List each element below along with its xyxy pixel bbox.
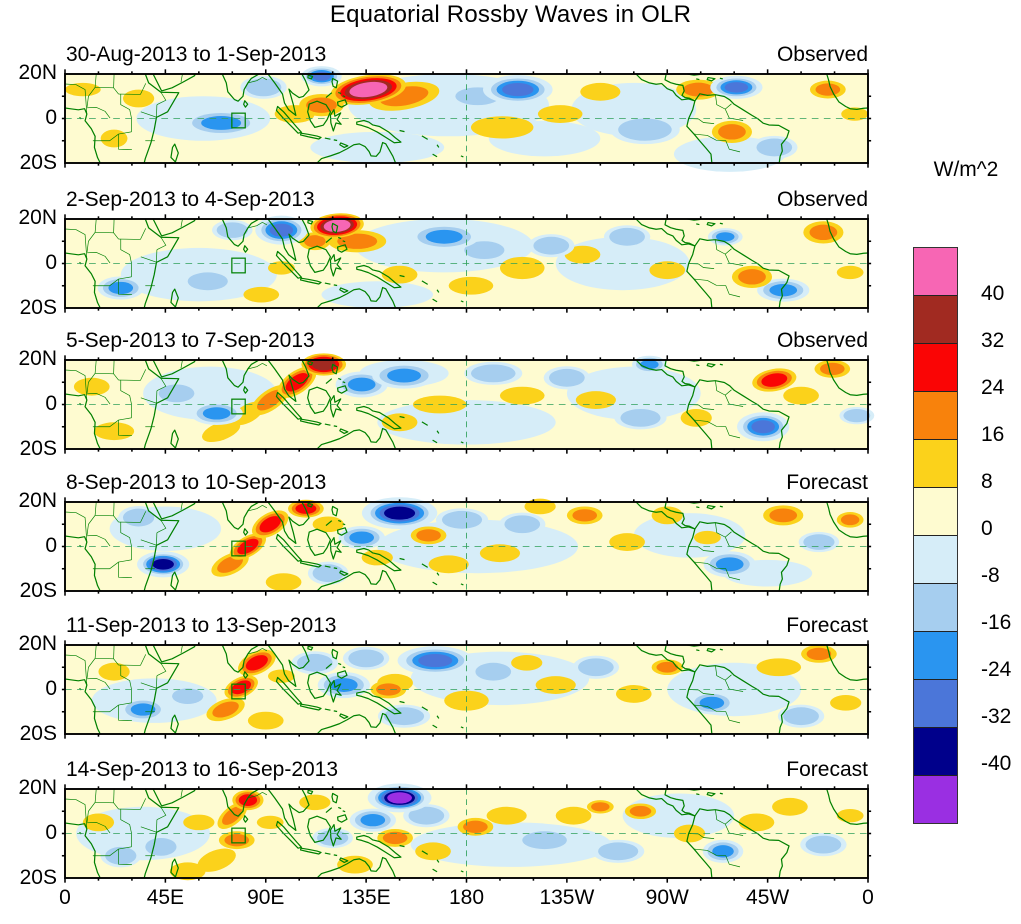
colorbar-segment [914,679,957,727]
colorbar-tick-label: -32 [981,705,1012,728]
y-axis-label: 20S [19,579,57,602]
colorbar-segment [914,295,957,343]
y-axis-label: 0 [45,392,57,415]
colorbar-segment [914,343,957,391]
y-axis-label: 20N [18,489,57,512]
colorbar-segment [914,631,957,679]
map-panel-3 [61,353,875,454]
y-axis-label: 0 [45,534,57,557]
colorbar-tick-label: 32 [981,329,1005,352]
map-panel-4 [61,497,872,596]
y-axis-label: 20S [19,296,57,319]
region-marker-box [231,112,246,129]
y-axis-label: 0 [45,677,57,700]
panel-status-label: Forecast [786,758,868,781]
colorbar-segment [914,487,957,535]
colorbar-tick-label: -40 [981,752,1012,775]
panel-status-label: Forecast [786,614,868,637]
x-axis-tick-label: 135E [341,886,391,909]
colorbar-tick-label: -24 [981,658,1012,681]
colorbar-tick-label: -16 [981,611,1012,634]
x-axis-tick-label: 45E [146,886,185,909]
panel-title: 14-Sep-2013 to 16-Sep-2013 [66,758,339,781]
colorbar-tick-label: -8 [981,564,1000,587]
panel-status-label: Observed [776,188,868,211]
y-axis-label: 20N [18,61,57,84]
y-axis-label: 0 [45,106,57,129]
panel-title: 8-Sep-2013 to 10-Sep-2013 [66,471,327,494]
x-axis-tick-label: 0 [59,886,71,909]
map-panel-5 [61,640,872,739]
y-axis-label: 20N [18,206,57,229]
panel-title: 30-Aug-2013 to 1-Sep-2013 [66,43,327,66]
panel-status-label: Observed [776,43,868,66]
map-panel-6 [61,783,872,883]
colorbar-segment [914,248,957,295]
x-axis-tick-label: 135W [539,886,595,909]
colorbar-tick-label: 0 [981,517,993,540]
x-axis-tick-label: 0 [862,886,874,909]
x-axis-tick-label: 90E [247,886,285,909]
region-marker-box [231,540,246,557]
y-axis-label: 0 [45,251,57,274]
colorbar-segment [914,775,957,823]
y-axis-label: 20S [19,722,57,745]
panel-title: 2-Sep-2013 to 4-Sep-2013 [66,188,315,211]
y-axis-label: 20S [19,866,57,889]
map-panel-2 [61,213,872,313]
region-marker-box [231,683,246,700]
colorbar-segment [914,583,957,631]
colorbar-tick-label: 40 [981,282,1005,305]
colorbar-segment [914,391,957,439]
colorbar-segment [914,439,957,487]
region-marker-box [231,827,246,844]
colorbar [913,247,958,824]
colorbar-tick-label: 16 [981,423,1005,446]
x-axis-tick-label: 180 [448,886,485,909]
x-axis-tick-label: 90W [645,886,689,909]
y-axis-label: 20N [18,347,57,370]
panel-title: 5-Sep-2013 to 7-Sep-2013 [66,329,315,352]
colorbar-tick-label: 24 [981,376,1005,399]
colorbar-tick-label: 8 [981,470,993,493]
y-axis-label: 20S [19,437,57,460]
panel-title: 11-Sep-2013 to 13-Sep-2013 [66,614,337,637]
y-axis-label: 20N [18,632,57,655]
figure-title: Equatorial Rossby Waves in OLR [329,1,692,28]
y-axis-label: 20S [19,151,57,174]
panel-status-label: Forecast [786,471,868,494]
colorbar-segment [914,727,957,775]
region-marker-box [231,257,246,274]
y-axis-label: 20N [18,776,57,799]
map-panel-1 [61,66,872,172]
colorbar-segment [914,535,957,583]
x-axis-tick-label: 45W [746,886,790,909]
region-marker-box [231,398,246,415]
colorbar-unit: W/m^2 [933,158,999,181]
panel-status-label: Observed [776,329,868,352]
y-axis-label: 0 [45,821,57,844]
